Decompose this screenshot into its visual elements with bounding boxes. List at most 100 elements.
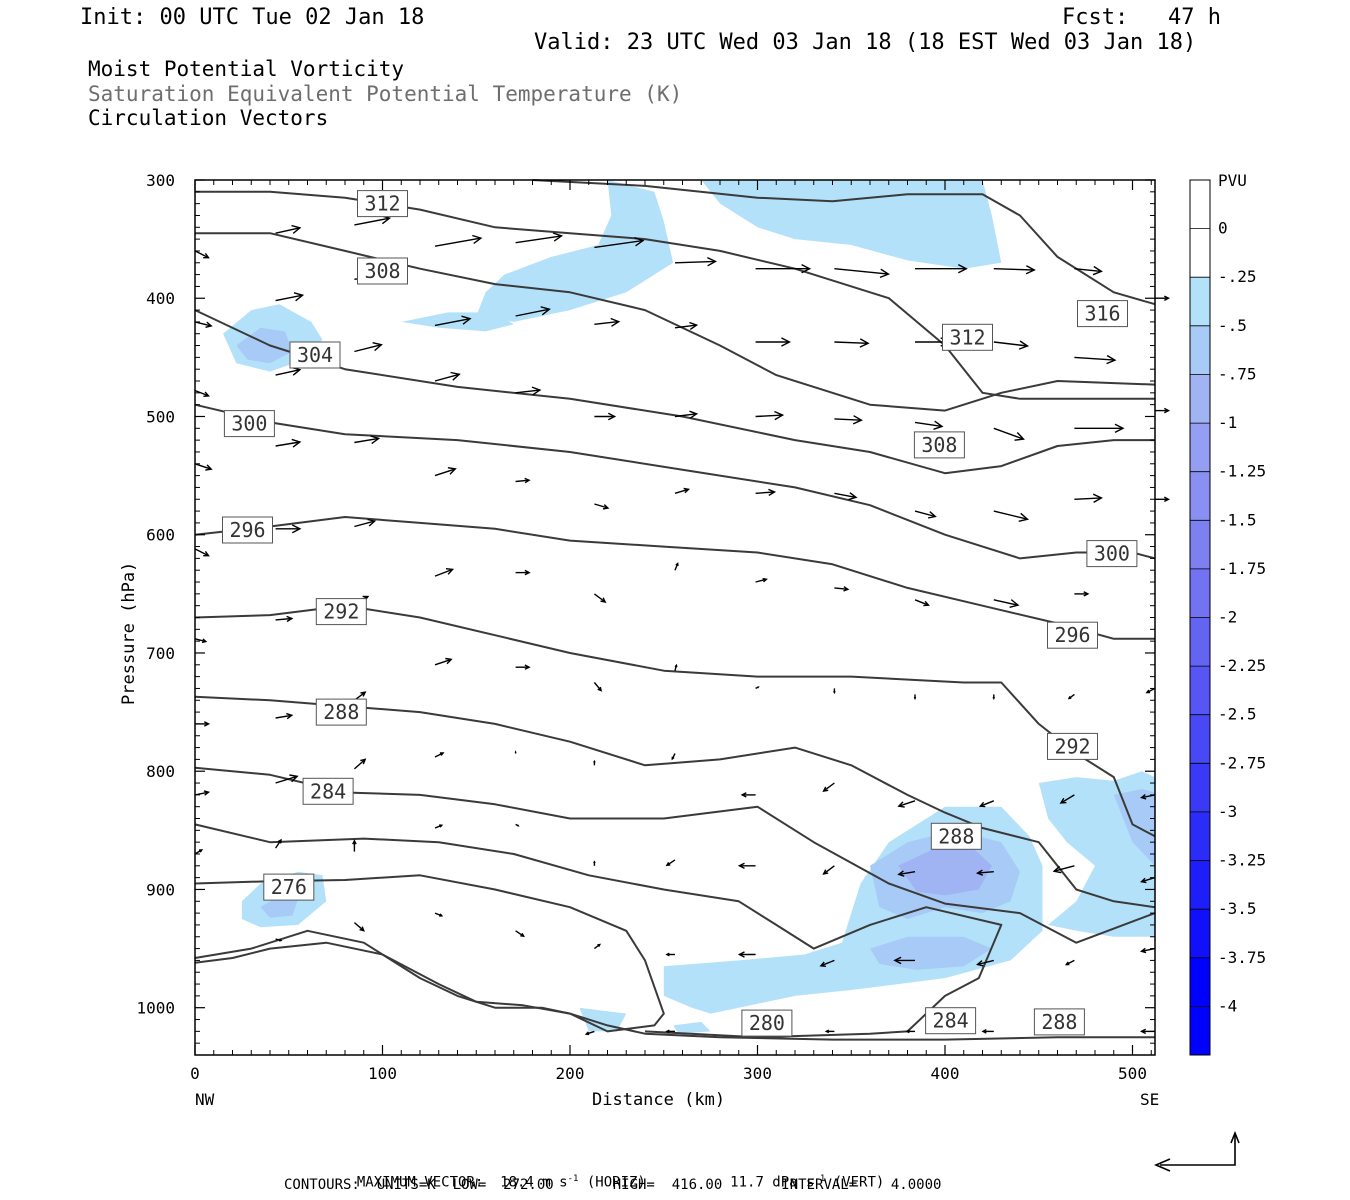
contour-288-3 xyxy=(194,766,1156,944)
vector-108 xyxy=(1074,354,1117,365)
x-end-label-left: NW xyxy=(195,1090,215,1109)
contour-292-4 xyxy=(194,695,1156,909)
vector-90 xyxy=(914,510,937,519)
colorbar-cell-2 xyxy=(1190,277,1210,326)
vector-18 xyxy=(275,938,283,942)
vector-83 xyxy=(822,782,835,793)
vector-34 xyxy=(434,657,453,666)
colorbar-label-5: -1.25 xyxy=(1218,462,1266,481)
contour-label-292: 292 xyxy=(1047,732,1098,760)
vector-60 xyxy=(674,487,690,494)
svg-text:308: 308 xyxy=(921,433,957,457)
contour-label-296: 296 xyxy=(1047,621,1098,649)
contour-label-300: 300 xyxy=(223,410,275,438)
init-time: Init: 00 UTC Tue 02 Jan 18 xyxy=(80,5,425,30)
vector-117 xyxy=(1155,295,1171,302)
contour-label-296: 296 xyxy=(222,516,273,544)
vector-81 xyxy=(834,586,850,592)
vector-110 xyxy=(1074,493,1103,504)
y-tick-300: 300 xyxy=(146,171,175,190)
vector-56 xyxy=(584,1030,595,1036)
vector-78 xyxy=(834,338,870,348)
colorbar-cell-14 xyxy=(1190,860,1210,910)
vector-3 xyxy=(194,463,213,471)
svg-text:316: 316 xyxy=(1084,302,1120,326)
vector-5 xyxy=(194,638,208,644)
colorbar-cell-15 xyxy=(1190,909,1210,958)
vector-91 xyxy=(914,599,930,607)
vector-57 xyxy=(674,256,718,267)
vector-93 xyxy=(897,800,916,808)
colorbar-cell-12 xyxy=(1190,763,1210,812)
vector-13 xyxy=(275,524,302,534)
vector-58 xyxy=(674,321,699,330)
vector-100 xyxy=(993,510,1029,522)
svg-text:288: 288 xyxy=(1041,1010,1077,1034)
svg-text:300: 300 xyxy=(1094,542,1130,566)
circulation-vectors xyxy=(194,215,1171,1036)
vector-49 xyxy=(594,412,617,421)
vector-14 xyxy=(275,615,294,623)
vector-115 xyxy=(1064,959,1075,966)
colorbar-label-0: 0 xyxy=(1218,219,1228,238)
vector-33 xyxy=(434,568,455,577)
svg-text:292: 292 xyxy=(323,600,359,624)
vector-84 xyxy=(822,865,835,875)
colorbar-cell-9 xyxy=(1190,617,1210,667)
vector-38 xyxy=(515,232,564,244)
vector-85 xyxy=(819,959,835,967)
vector-119 xyxy=(1155,496,1171,503)
vector-4 xyxy=(194,548,210,557)
vector-80 xyxy=(834,492,858,501)
colorbar-label-14: -3.5 xyxy=(1218,899,1257,918)
mpv-region-6 xyxy=(260,895,299,918)
colorbar-label-7: -1.75 xyxy=(1218,559,1266,578)
vector-103 xyxy=(978,800,995,808)
vector-45 xyxy=(515,823,520,827)
x-axis-label: Distance (km) xyxy=(592,1090,725,1110)
vector-53 xyxy=(593,759,596,766)
vector-72 xyxy=(755,686,760,690)
contour-label-284: 284 xyxy=(302,777,354,805)
svg-text:312: 312 xyxy=(949,325,985,349)
mpv-region-0 xyxy=(476,180,674,322)
contour-284-1 xyxy=(194,874,665,1033)
title-mpv: Moist Potential Vorticity xyxy=(88,57,405,81)
vector-8 xyxy=(194,849,204,855)
colorbar-label-9: -2.25 xyxy=(1218,656,1266,675)
svg-text:288: 288 xyxy=(323,700,359,724)
svg-text:284: 284 xyxy=(933,1009,969,1033)
colorbar-cell-10 xyxy=(1190,666,1210,715)
vector-22 xyxy=(354,435,381,445)
vector-104 xyxy=(975,869,994,876)
vector-111 xyxy=(1074,591,1090,597)
vector-9 xyxy=(275,224,302,234)
svg-text:292: 292 xyxy=(1054,734,1090,758)
vector-30 xyxy=(434,315,472,327)
vector-77 xyxy=(834,268,890,279)
vector-52 xyxy=(593,682,603,692)
vector-59 xyxy=(674,410,699,419)
y-tick-600: 600 xyxy=(146,526,175,545)
colorbar-cell-11 xyxy=(1190,714,1210,764)
y-tick-1000: 1000 xyxy=(136,999,175,1018)
vector-55 xyxy=(593,943,602,950)
vector-40 xyxy=(515,386,542,396)
colorbar-cell-6 xyxy=(1190,471,1210,521)
max-vector-horiz: MAXIMUM VECTOR: 18.4 m s xyxy=(356,1174,568,1191)
colorbar-label-3: -.75 xyxy=(1218,364,1257,383)
x-tick-0: 0 xyxy=(190,1064,200,1083)
vector-28 xyxy=(353,922,365,932)
vector-21 xyxy=(354,342,383,353)
mpv-shading xyxy=(223,180,1155,1034)
mpv-region-1 xyxy=(401,312,514,332)
vector-99 xyxy=(993,427,1025,441)
vector-47 xyxy=(594,237,645,249)
horiz-exponent: -1 xyxy=(567,1174,579,1184)
contour-info: CONTOURS: UNITS=K LOW= 272.00 HIGH= 416.… xyxy=(284,1177,942,1193)
vector-102 xyxy=(992,694,996,700)
vector-95 xyxy=(893,956,915,965)
valid-time: Valid: 23 UTC Wed 03 Jan 18 (18 EST Wed … xyxy=(534,30,1197,55)
mpv-region-10 xyxy=(870,936,992,970)
